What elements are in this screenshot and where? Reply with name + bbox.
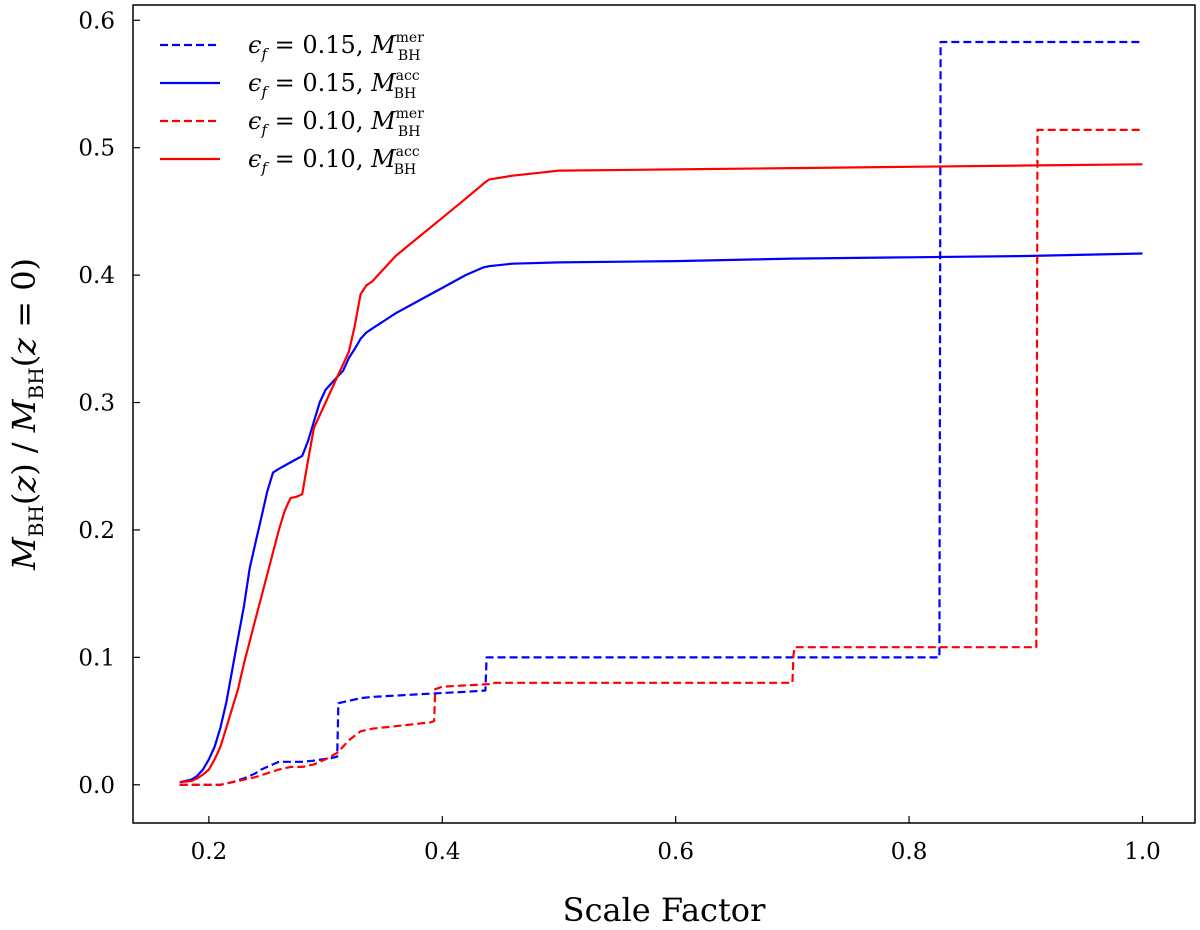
legend-label-1: ϵf = 0.15, Macc BH bbox=[248, 68, 420, 102]
x-tick-label: 0.4 bbox=[424, 839, 461, 865]
y-tick-label: 0.5 bbox=[78, 136, 115, 162]
x-tick-label: 0.8 bbox=[891, 839, 928, 865]
ticks-layer: 0.2 0.4 0.6 0.8 1.0 0.0 0.1 0.2 0.3 0.4 0.5 0.6 bbox=[78, 8, 1160, 865]
legend: ϵf = 0.15, Mmer BH ϵf = 0.15, Macc BH ϵf = 0… bbox=[160, 30, 424, 178]
y-tick-label: 0.1 bbox=[78, 645, 115, 671]
series-line-2 bbox=[179, 128, 1143, 786]
x-tick-label: 0.2 bbox=[191, 839, 228, 865]
series-line-3 bbox=[179, 163, 1143, 784]
y-tick-label: 0.2 bbox=[78, 518, 115, 544]
y-tick-label: 0.4 bbox=[78, 263, 115, 289]
series-line-1 bbox=[179, 252, 1143, 784]
series-line-0 bbox=[179, 40, 1143, 786]
legend-label-3: ϵf = 0.10, Macc BH bbox=[248, 144, 420, 178]
legend-label-2: ϵf = 0.10, Mmer BH bbox=[248, 106, 424, 140]
legend-label-0: ϵf = 0.15, Mmer BH bbox=[248, 30, 424, 64]
plot-frame bbox=[132, 4, 1196, 824]
y-tick-label: 0.3 bbox=[78, 391, 115, 417]
y-tick-label: 0.6 bbox=[78, 8, 115, 34]
y-axis-title-text: MBH(z) / MBH(z = 0) bbox=[5, 258, 48, 571]
series-layer bbox=[179, 40, 1143, 786]
y-axis-title: MBH(z) / MBH(z = 0) bbox=[5, 258, 48, 571]
x-axis-title: Scale Factor bbox=[563, 891, 766, 929]
y-tick-label: 0.0 bbox=[78, 773, 115, 799]
x-tick-label: 0.6 bbox=[657, 839, 694, 865]
x-tick-label: 1.0 bbox=[1124, 839, 1161, 865]
